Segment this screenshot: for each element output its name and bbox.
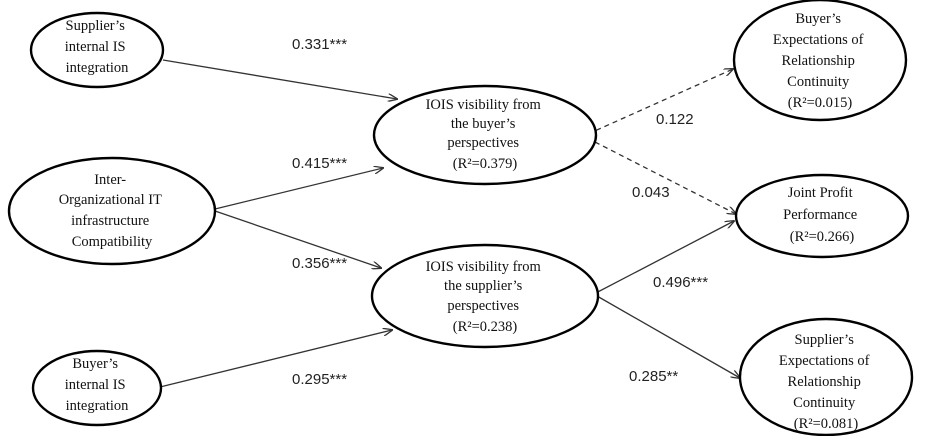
node-label-line: Expectations of [773,32,864,48]
coef-e6: 0.043 [632,184,670,201]
node-label-line: Performance [783,207,857,223]
coef-e7: 0.496*** [653,274,708,291]
node-ioisvis-supplier: IOIS visibility from the supplier’s pers… [370,243,600,349]
node-label-line: Expectations of [779,353,870,369]
node-label-line: integration [66,60,130,76]
node-label-line: Relationship [788,374,861,390]
node-label-line: Supplier’s [795,332,855,348]
node-label: Supplier’s internal IS integration [65,18,129,76]
node-label-line: Continuity [787,74,850,90]
node-label-line: (R²=0.266) [790,229,855,245]
node-label-line: perspectives [447,135,519,151]
node-label-line: (R²=0.379) [453,156,518,172]
node-label-line: Continuity [793,395,856,411]
node-label-line: (R²=0.238) [453,319,518,335]
node-label: IOIS visibility from the buyer’s perspec… [426,97,545,172]
node-label-line: Inter- [94,172,126,188]
node-ellipse [732,0,908,122]
node-buyer-internal-is: Buyer’s internal IS integration [31,349,163,427]
node-label: IOIS visibility from the supplier’s pers… [426,259,545,335]
edge-inter-org-to-supplier-visibility [214,210,381,268]
coef-e1: 0.331*** [292,36,347,53]
node-ellipse [738,317,914,436]
coef-e8: 0.285** [629,368,678,385]
node-ellipse [370,243,600,349]
node-label: Buyer’s internal IS integration [65,356,129,414]
coef-e3: 0.356*** [292,255,347,272]
node-label-line: Compatibility [72,234,153,250]
node-label: Buyer’s Expectations of Relationship Con… [773,11,867,111]
node-ellipse [372,84,598,186]
node-inter-org-it: Inter- Organizational IT infrastructure … [7,156,217,266]
node-label-line: Buyer’s [795,11,841,27]
node-ellipse [29,11,165,89]
node-label-line: integration [66,398,130,414]
edge-supplier-visibility-to-supplier-expectations [596,295,740,378]
node-label-line: (R²=0.015) [788,95,853,111]
node-label-line: Organizational IT [59,192,162,208]
node-label-line: IOIS visibility from [426,259,542,275]
node-ellipse [734,173,910,259]
node-label-line: internal IS [65,39,126,55]
node-ioisvis-buyer: IOIS visibility from the buyer’s perspec… [372,84,598,186]
node-label-line: infrastructure [71,213,149,229]
edge-buyer-visibility-to-joint-profit [594,141,736,214]
node-label-line: the buyer’s [451,116,516,132]
node-label-line: (R²=0.081) [794,416,859,432]
node-label: Joint Profit Performance (R²=0.266) [783,185,861,245]
edge-supplier-is-to-buyer-visibility [162,59,397,99]
coef-e4: 0.295*** [292,371,347,388]
node-label-line: the supplier’s [444,278,523,294]
coefficients: 0.331*** 0.415*** 0.356*** 0.295*** 0.12… [292,36,708,388]
node-label-line: Relationship [782,53,855,69]
coef-e2: 0.415*** [292,155,347,172]
edge-buyer-is-to-supplier-visibility [159,330,392,388]
edge-inter-org-to-buyer-visibility [214,168,383,210]
node-label-line: Joint Profit [788,185,853,201]
node-supplier-internal-is: Supplier’s internal IS integration [29,11,165,89]
node-ellipse [7,156,217,266]
node-ellipse [31,349,163,427]
node-joint-profit: Joint Profit Performance (R²=0.266) [734,173,910,259]
node-buyer-expectations: Buyer’s Expectations of Relationship Con… [732,0,908,122]
node-label-line: Supplier’s [66,18,126,34]
node-supplier-expectations: Supplier’s Expectations of Relationship … [738,317,914,436]
node-label: Inter- Organizational IT infrastructure … [59,172,166,250]
edges [159,59,740,388]
node-label: Supplier’s Expectations of Relationship … [779,332,873,432]
node-label-line: internal IS [65,377,126,393]
node-label-line: IOIS visibility from [426,97,542,113]
edge-supplier-visibility-to-joint-profit [591,221,734,296]
coef-e5: 0.122 [656,111,694,128]
node-label-line: Buyer’s [72,356,118,372]
node-label-line: perspectives [447,298,519,314]
